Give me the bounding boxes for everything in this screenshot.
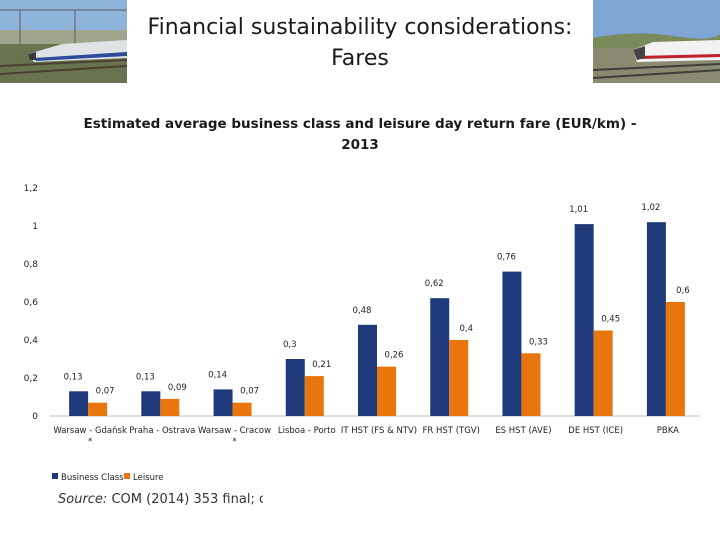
y-tick-label: 0 [32,412,38,422]
source-note: Source: COM (2014) 353 final; o [58,492,263,512]
y-tick-label: 1 [32,222,38,232]
bar-business [502,271,522,416]
x-tick-label: Lisboa - Porto [278,426,336,436]
chart-title: Estimated average business class and lei… [70,114,650,156]
data-label-leisure: 0,26 [385,351,404,361]
bar-business [69,391,89,416]
x-tick-label: Warsaw - Cracow [198,426,271,436]
data-label-business: 0,3 [283,340,297,350]
y-tick-label: 0,2 [24,374,38,384]
legend-label-leisure: Leisure [133,473,164,483]
y-tick-label: 0,6 [24,298,39,308]
slide-title-line1: Financial sustainability considerations: [147,15,573,40]
bar-leisure [304,376,324,416]
x-tick-label-note: * [232,437,236,447]
bar-business [574,224,594,416]
data-label-leisure: 0,07 [240,387,259,397]
y-tick-label: 0,8 [24,260,39,270]
bar-business [430,298,450,416]
x-tick-label: ES HST (AVE) [495,426,551,436]
bar-leisure [377,366,396,416]
data-label-business: 1,01 [569,205,588,215]
x-tick-label: DE HST (ICE) [568,426,623,436]
bar-business [213,389,233,416]
data-label-business: 0,62 [425,279,444,289]
bar-leisure [232,402,252,416]
bar-leisure [449,340,469,416]
x-tick-label: PBKA [657,426,679,436]
bar-leisure [665,302,685,416]
bar-leisure [160,398,180,416]
x-tick-label: Praha - Ostrava [129,426,195,436]
train-photo-left [0,0,127,83]
legend-label-business: Business Class [61,473,124,483]
source-label: Source: [58,492,108,507]
data-label-business: 0,13 [64,372,83,382]
chart-title-line2: 2013 [341,137,379,153]
slide-title: Financial sustainability considerations:… [130,12,590,74]
bar-leisure [88,402,108,416]
bar-business [646,222,666,416]
data-label-business: 0,14 [208,370,227,380]
data-label-leisure: 0,45 [601,315,620,325]
legend-swatch-leisure [124,473,130,479]
x-tick-label: FR HST (TGV) [423,426,480,436]
data-label-business: 0,48 [353,306,372,316]
y-tick-label: 1,2 [24,184,38,194]
data-label-leisure: 0,21 [312,360,331,370]
data-label-leisure: 0,09 [168,383,187,393]
data-label-business: 1,02 [641,203,660,213]
data-label-business: 0,13 [136,372,155,382]
bar-leisure [593,330,613,416]
x-tick-label-note: * [88,437,92,447]
data-label-leisure: 0,4 [459,324,473,334]
bar-leisure [521,353,541,416]
data-label-business: 0,76 [497,253,516,263]
data-label-leisure: 0,6 [676,286,690,296]
source-text: COM (2014) 353 final; o [111,492,263,507]
chart-title-line1: Estimated average business class and lei… [83,116,637,132]
slide-title-line2: Fares [331,46,389,71]
bar-business [285,359,305,416]
bar-business [358,324,377,416]
legend-swatch-business [52,473,58,479]
x-tick-label: IT HST (FS & NTV) [341,426,417,436]
y-tick-label: 0,4 [24,336,39,346]
x-tick-label: Warsaw - Gdańsk [53,426,127,436]
data-label-leisure: 0,07 [96,387,115,397]
train-photo-right [593,0,720,83]
data-label-leisure: 0,33 [529,337,548,347]
bar-business [141,391,161,416]
